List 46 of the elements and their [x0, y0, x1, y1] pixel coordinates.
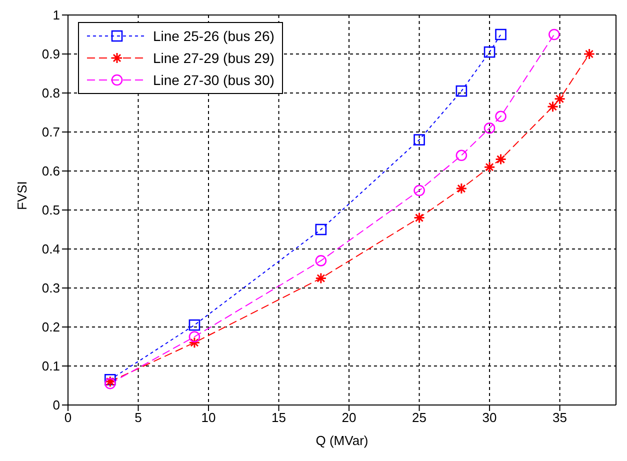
y-tick-label: 0.9 [42, 46, 60, 62]
point [456, 85, 468, 97]
point [495, 28, 506, 40]
x-tick-label: 10 [201, 410, 216, 426]
legend-label: Line 27-29 (bus 29) [153, 50, 274, 66]
y-tick-label: 0.8 [42, 86, 60, 101]
x-tick-label: 35 [552, 410, 568, 426]
legend-label: Line 25-26 (bus 26) [153, 28, 274, 44]
y-tick-label: 0 [52, 398, 60, 413]
y-tick-label: 0.6 [42, 164, 60, 179]
x-tick-label: 0 [64, 410, 72, 426]
y-tick-label: 0.7 [42, 124, 60, 140]
y-tick-label: 0.1 [42, 358, 60, 374]
y-tick-label: 0.4 [42, 242, 60, 257]
point [495, 110, 506, 122]
point [456, 182, 468, 194]
point [315, 224, 327, 236]
y-axis-title: FVSI [14, 181, 30, 210]
x-axis-title: Q (MVar) [316, 433, 368, 448]
x-tick-label: 20 [342, 410, 356, 426]
point [414, 184, 425, 196]
y-tick-label: 0.2 [42, 320, 60, 335]
y-tick-label: 0.5 [42, 202, 60, 218]
point [495, 154, 507, 166]
point [548, 28, 560, 40]
point [315, 255, 327, 266]
point [584, 48, 596, 60]
x-tick-label: 5 [134, 410, 142, 426]
point [188, 336, 200, 348]
x-tick-label: 25 [412, 410, 427, 426]
point [414, 212, 426, 224]
point [484, 122, 496, 134]
point [484, 161, 496, 173]
x-tick-label: 30 [482, 410, 497, 426]
point [547, 100, 559, 112]
point [554, 93, 566, 105]
point [484, 46, 496, 58]
x-tick-label: 15 [272, 410, 286, 426]
y-tick-label: 0.3 [42, 280, 60, 296]
legend-label: Line 27-30 (bus 30) [153, 72, 274, 88]
point [315, 272, 327, 284]
point [456, 150, 468, 162]
point [414, 134, 425, 146]
y-tick-label: 1 [52, 8, 60, 23]
point [188, 319, 200, 331]
point [188, 331, 200, 342]
